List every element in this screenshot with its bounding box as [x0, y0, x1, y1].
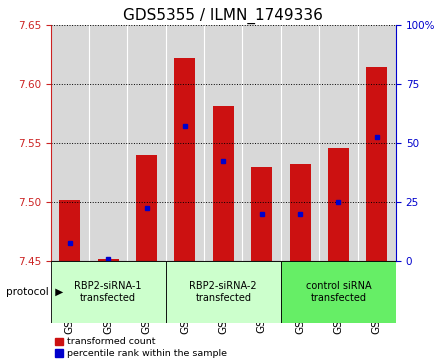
Bar — [204, 25, 242, 261]
Bar — [251, 167, 272, 261]
Bar — [136, 155, 157, 261]
Bar — [281, 25, 319, 261]
Bar — [166, 261, 281, 323]
Bar — [319, 25, 358, 261]
Title: GDS5355 / ILMN_1749336: GDS5355 / ILMN_1749336 — [123, 8, 323, 24]
Text: RBP2-siRNA-2
transfected: RBP2-siRNA-2 transfected — [190, 281, 257, 303]
Bar — [89, 25, 127, 261]
Bar — [281, 261, 396, 323]
Bar — [127, 25, 166, 261]
Bar — [174, 58, 195, 261]
Bar — [59, 200, 81, 261]
Bar — [51, 261, 166, 323]
Text: control siRNA
transfected: control siRNA transfected — [306, 281, 371, 303]
Bar — [328, 148, 349, 261]
Bar — [51, 25, 89, 261]
Text: protocol  ▶: protocol ▶ — [6, 287, 63, 297]
Legend: transformed count, percentile rank within the sample: transformed count, percentile rank withi… — [55, 338, 227, 358]
Bar — [98, 259, 119, 261]
Bar — [213, 106, 234, 261]
Bar — [358, 25, 396, 261]
Bar — [166, 25, 204, 261]
Text: RBP2-siRNA-1
transfected: RBP2-siRNA-1 transfected — [74, 281, 142, 303]
Bar — [290, 164, 311, 261]
Bar — [366, 67, 387, 261]
Bar — [242, 25, 281, 261]
